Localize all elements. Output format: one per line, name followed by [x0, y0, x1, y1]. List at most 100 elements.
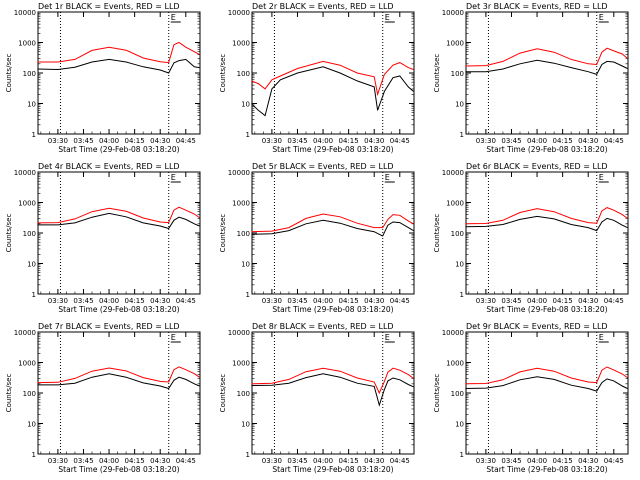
- y-tick-label: 100: [237, 230, 250, 238]
- x-tick-label: 03:45: [73, 137, 93, 145]
- y-tick-label: 10000: [442, 9, 464, 17]
- y-tick-label: 10: [27, 261, 36, 269]
- x-tick-label: 03:30: [262, 297, 282, 305]
- y-tick-label: 10: [27, 101, 36, 109]
- x-tick-label: 04:45: [390, 137, 410, 145]
- event-marker: E: [385, 173, 390, 182]
- series-line-events: [251, 373, 414, 407]
- y-tick-label: 10: [27, 421, 36, 429]
- x-tick-label: 03:45: [73, 297, 93, 305]
- series-line-lld: [465, 47, 628, 67]
- x-tick-label: 04:30: [150, 297, 170, 305]
- y-tick-label: 1000: [18, 360, 36, 368]
- plot-frame: [251, 331, 415, 455]
- x-tick-label: 03:45: [287, 137, 307, 145]
- x-tick-label: 04:00: [527, 457, 547, 465]
- x-tick-label: 04:45: [390, 457, 410, 465]
- series-line-events: [465, 59, 628, 76]
- x-tick-label: 04:00: [313, 457, 333, 465]
- panel-det-2r: Det 2r BLACK = Events, RED = LLD E 1 10 100 1…: [219, 2, 415, 154]
- x-tick-label: 04:30: [364, 137, 384, 145]
- y-tick-label: 1: [246, 451, 250, 459]
- y-tick-label: 1000: [232, 200, 250, 208]
- y-tick-label: 100: [451, 70, 464, 78]
- y-tick-label: 1: [246, 291, 250, 299]
- x-tick-label: 04:00: [527, 297, 547, 305]
- panel-det-3r: Det 3r BLACK = Events, RED = LLD E 1 10 100 1…: [433, 2, 629, 154]
- x-tick-label: 03:30: [48, 297, 68, 305]
- plot-frame: [251, 11, 415, 135]
- y-tick-label: 100: [237, 70, 250, 78]
- x-tick-label: 04:45: [604, 137, 624, 145]
- y-tick-label: 100: [23, 230, 36, 238]
- panel-det-9r: Det 9r BLACK = Events, RED = LLD E 1 10 100 1…: [433, 322, 629, 474]
- panel-title: Det 7r BLACK = Events, RED = LLD: [38, 322, 180, 331]
- x-tick-label: 04:45: [176, 297, 196, 305]
- event-marker: E: [171, 333, 176, 342]
- x-tick-label: 04:00: [99, 457, 119, 465]
- series-line-lld: [37, 206, 200, 224]
- y-axis-label: Counts/sec: [433, 54, 441, 93]
- x-tick-label: 04:30: [578, 297, 598, 305]
- x-tick-label: 04:15: [339, 297, 359, 305]
- x-axis-label: Start Time (29-Feb-08 03:18:20): [272, 145, 393, 154]
- y-tick-label: 1: [32, 131, 36, 139]
- x-tick-label: 04:30: [578, 137, 598, 145]
- x-tick-label: 04:15: [125, 137, 145, 145]
- y-tick-label: 1: [32, 451, 36, 459]
- panel-title: Det 3r BLACK = Events, RED = LLD: [466, 2, 608, 11]
- x-axis-label: Start Time (29-Feb-08 03:18:20): [58, 305, 179, 314]
- x-tick-label: 03:30: [262, 457, 282, 465]
- series-line-events: [251, 66, 414, 117]
- x-tick-label: 03:30: [476, 297, 496, 305]
- x-tick-label: 04:30: [150, 137, 170, 145]
- panel-title: Det 6r BLACK = Events, RED = LLD: [466, 162, 608, 171]
- y-tick-label: 1000: [446, 360, 464, 368]
- y-axis-label: Counts/sec: [433, 374, 441, 413]
- series-line-lld: [251, 367, 414, 395]
- y-tick-label: 10000: [228, 9, 250, 17]
- x-tick-label: 04:15: [553, 457, 573, 465]
- x-tick-label: 04:30: [364, 457, 384, 465]
- x-tick-label: 04:15: [125, 457, 145, 465]
- x-tick-label: 04:00: [527, 137, 547, 145]
- series-line-lld: [465, 207, 628, 225]
- y-tick-label: 10000: [228, 169, 250, 177]
- x-tick-label: 04:30: [578, 457, 598, 465]
- y-tick-label: 10: [241, 421, 250, 429]
- x-tick-label: 03:45: [287, 297, 307, 305]
- y-tick-label: 10: [455, 261, 464, 269]
- panel-title: Det 4r BLACK = Events, RED = LLD: [38, 162, 180, 171]
- y-tick-label: 1000: [446, 40, 464, 48]
- y-tick-label: 1: [460, 131, 464, 139]
- panel-det-6r: Det 6r BLACK = Events, RED = LLD E 1 10 100 1…: [433, 162, 629, 314]
- plot-frame: [37, 331, 201, 455]
- y-axis-label: Counts/sec: [5, 214, 13, 253]
- x-axis-label: Start Time (29-Feb-08 03:18:20): [58, 145, 179, 154]
- panel-title: Det 1r BLACK = Events, RED = LLD: [38, 2, 180, 11]
- event-marker: E: [171, 173, 176, 182]
- y-axis-label: Counts/sec: [219, 54, 227, 93]
- x-axis-label: Start Time (29-Feb-08 03:18:20): [486, 465, 607, 474]
- y-tick-label: 1: [32, 291, 36, 299]
- panel-title: Det 5r BLACK = Events, RED = LLD: [252, 162, 394, 171]
- y-axis-label: Counts/sec: [219, 374, 227, 413]
- panel-title: Det 9r BLACK = Events, RED = LLD: [466, 322, 608, 331]
- x-tick-label: 03:30: [262, 137, 282, 145]
- plot-frame: [37, 171, 201, 295]
- plot-frame: [37, 11, 201, 135]
- y-tick-label: 10: [241, 101, 250, 109]
- series-line-events: [37, 373, 200, 390]
- x-tick-label: 04:45: [604, 297, 624, 305]
- y-tick-label: 1000: [232, 40, 250, 48]
- y-tick-label: 1: [460, 291, 464, 299]
- x-axis-label: Start Time (29-Feb-08 03:18:20): [486, 145, 607, 154]
- panel-det-7r: Det 7r BLACK = Events, RED = LLD E 1 10 100 1…: [5, 322, 201, 474]
- y-axis-label: Counts/sec: [5, 374, 13, 413]
- x-tick-label: 04:15: [339, 137, 359, 145]
- series-line-lld: [251, 213, 414, 233]
- y-tick-label: 100: [237, 390, 250, 398]
- x-tick-label: 03:45: [501, 297, 521, 305]
- y-tick-label: 10000: [14, 169, 36, 177]
